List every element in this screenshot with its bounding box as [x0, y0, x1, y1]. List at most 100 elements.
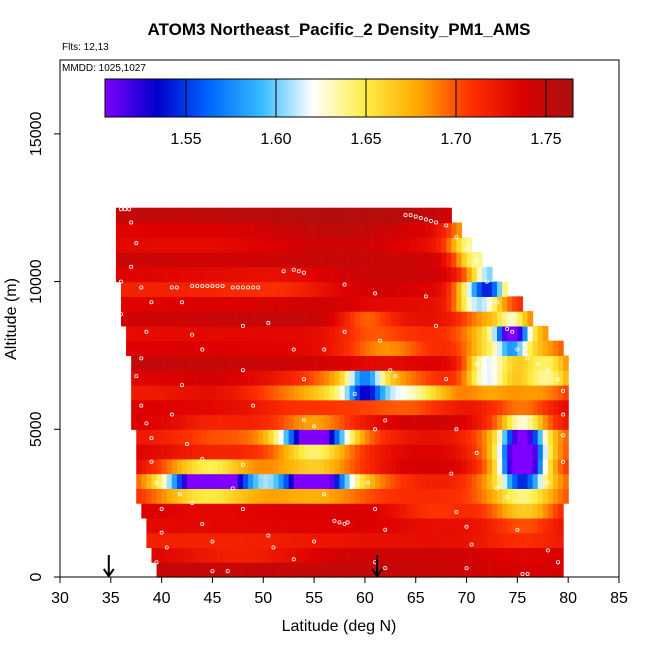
heatmap-cell [430, 458, 437, 475]
heatmap-cell [202, 547, 208, 563]
heatmap-cell [400, 384, 407, 401]
heatmap-cell [461, 384, 468, 401]
heatmap-cell [222, 488, 229, 504]
heatmap-cell [542, 444, 549, 460]
heatmap-cell [298, 399, 305, 416]
heatmap-cell [187, 399, 193, 416]
sample-point [118, 312, 123, 317]
heatmap-cell [141, 222, 147, 238]
heatmap-cell [258, 266, 264, 283]
heatmap-cell [242, 207, 249, 224]
heatmap-cell [420, 355, 427, 371]
heatmap-cell [390, 414, 396, 430]
heatmap-cell [385, 562, 391, 578]
heatmap-cell [410, 311, 417, 327]
heatmap-cell [441, 281, 447, 297]
sample-point [322, 492, 327, 497]
heatmap-cell [232, 444, 239, 460]
heatmap-cell [222, 237, 229, 253]
heatmap-cell [481, 429, 488, 445]
heatmap-cell [344, 429, 351, 445]
heatmap-cell [202, 222, 208, 238]
heatmap-cell [309, 429, 315, 445]
heatmap-cell [283, 207, 290, 224]
heatmap-cell [400, 399, 407, 416]
heatmap-cell [395, 311, 402, 327]
heatmap-cell [390, 384, 396, 401]
heatmap-cell [405, 340, 412, 357]
heatmap-cell [253, 429, 259, 445]
heatmap-cell [278, 547, 285, 563]
heatmap-cell [522, 340, 529, 357]
heatmap-cell [176, 311, 183, 327]
heatmap-cell [375, 488, 381, 504]
heatmap-cell [466, 384, 473, 401]
sample-point [118, 207, 123, 212]
heatmap-cell [334, 384, 341, 401]
heatmap-cell [227, 296, 234, 312]
heatmap-cell [176, 296, 183, 312]
heatmap-cell [369, 311, 376, 327]
heatmap-cell [491, 473, 498, 489]
heatmap-cell [552, 444, 559, 460]
heatmap-cell [237, 547, 244, 563]
heatmap-cell [278, 370, 285, 386]
heatmap-cell [329, 340, 336, 357]
heatmap-cell [222, 547, 229, 563]
heatmap-cell [497, 444, 503, 460]
heatmap-cell [166, 399, 173, 416]
heatmap-cell [181, 355, 188, 371]
sample-point [434, 220, 439, 225]
heatmap-cell [232, 562, 239, 578]
heatmap-cell [334, 458, 341, 475]
heatmap-cell [522, 370, 529, 386]
heatmap-cell [212, 325, 219, 342]
heatmap-cell [217, 503, 224, 519]
heatmap-cell [242, 296, 249, 312]
heatmap-cell [258, 281, 264, 297]
sample-point [139, 403, 144, 408]
heatmap-cell [415, 488, 422, 504]
heatmap-cell [497, 325, 503, 342]
heatmap-cell [359, 325, 366, 342]
heatmap-cell [329, 488, 336, 504]
sample-point [545, 368, 550, 373]
heatmap-cell [507, 414, 513, 430]
x-tick-label: 60 [356, 590, 374, 607]
heatmap-cell [192, 207, 198, 224]
heatmap-cell [415, 399, 422, 416]
heatmap-cell [329, 562, 336, 578]
heatmap-cell [298, 207, 305, 224]
heatmap-cell [441, 503, 447, 519]
heatmap-cell [522, 547, 529, 563]
sample-point [200, 347, 205, 352]
heatmap-cell [283, 517, 290, 534]
heatmap-cell [481, 296, 488, 312]
heatmap-cell [181, 266, 188, 283]
sample-point [561, 388, 566, 393]
heatmap-cell [430, 370, 437, 386]
heatmap-cell [476, 532, 483, 549]
heatmap-cell [334, 503, 341, 519]
heatmap-cell [390, 237, 396, 253]
heatmap-cell [420, 562, 427, 578]
heatmap-cell [395, 384, 402, 401]
sample-points [111, 207, 566, 577]
heatmap-cell [405, 355, 412, 371]
heatmap-cell [293, 532, 300, 549]
heatmap-cell [436, 429, 442, 445]
heatmap-cell [253, 222, 259, 238]
heatmap-cell [171, 325, 178, 342]
heatmap-cell [486, 311, 493, 327]
heatmap-cell [131, 340, 137, 357]
heatmap-cell [202, 503, 208, 519]
heatmap-cell [375, 252, 381, 268]
heatmap-cell [232, 429, 239, 445]
heatmap-cell [532, 325, 539, 342]
heatmap-cell [517, 399, 524, 416]
heatmap-cell [288, 311, 295, 327]
heatmap-cell [349, 517, 356, 534]
heatmap-cell [181, 458, 188, 475]
heatmap-cell [395, 547, 402, 563]
heatmap-cell [420, 503, 427, 519]
